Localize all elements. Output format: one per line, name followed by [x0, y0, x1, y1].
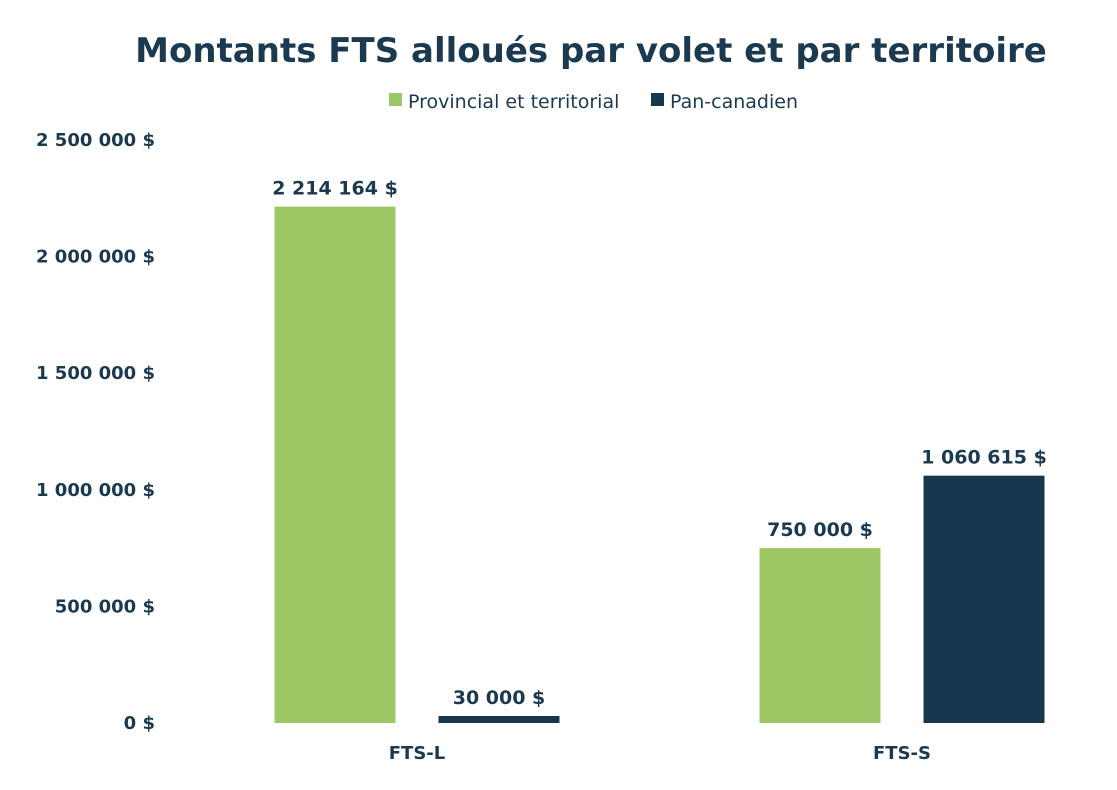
bar-fts-s-provincial: [759, 548, 881, 723]
legend-swatch-pan-canadien: [651, 93, 664, 106]
x-axis: FTS-L FTS-S: [389, 743, 931, 764]
y-axis: 0 $ 500 000 $ 1 000 000 $ 1 500 000 $ 2 000 …: [36, 130, 155, 734]
legend-label-pan-canadien: Pan-canadien: [670, 91, 798, 113]
y-tick-label: 0 $: [124, 713, 155, 734]
y-tick-label: 1 500 000 $: [36, 363, 155, 384]
y-tick-label: 500 000 $: [55, 596, 155, 617]
legend-swatch-provincial: [389, 93, 402, 106]
legend-label-provincial: Provincial et territorial: [408, 91, 619, 113]
x-category-label: FTS-L: [389, 743, 445, 764]
bar-fts-s-pan-canadien: [923, 475, 1045, 723]
data-label: 750 000 $: [767, 519, 873, 541]
data-label: 1 060 615 $: [921, 447, 1047, 469]
bars: 2 214 164 $ 30 000 $ 750 000 $ 1 060 615 $: [272, 178, 1047, 723]
bar-fts-l-provincial: [274, 206, 396, 723]
chart-title: Montants FTS alloués par volet et par te…: [135, 31, 1047, 71]
data-label: 2 214 164 $: [272, 178, 398, 200]
y-tick-label: 2 000 000 $: [36, 247, 155, 268]
bar-fts-l-pan-canadien: [438, 716, 560, 723]
data-label: 30 000 $: [453, 687, 546, 709]
y-tick-label: 1 000 000 $: [36, 480, 155, 501]
x-category-label: FTS-S: [873, 743, 931, 764]
legend: Provincial et territorial Pan-canadien: [389, 91, 798, 113]
y-tick-label: 2 500 000 $: [36, 130, 155, 151]
